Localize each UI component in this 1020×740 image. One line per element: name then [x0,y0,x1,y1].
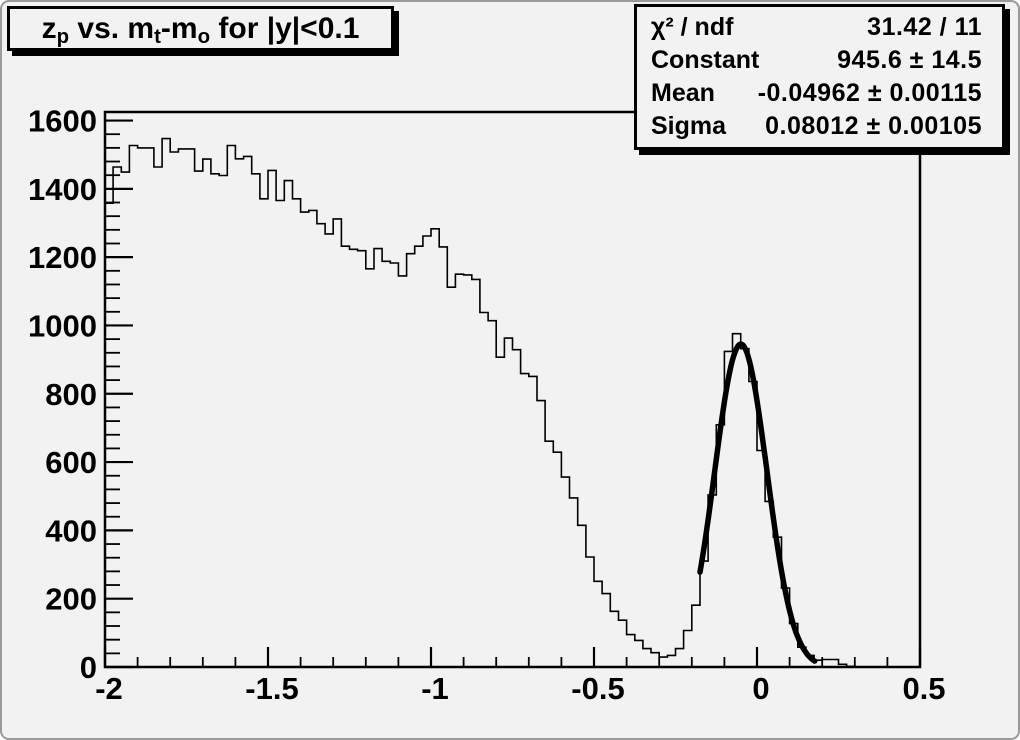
y-tick-label: 1200 [28,240,97,275]
y-tick-label: 200 [45,582,97,617]
y-tick-label: 800 [45,377,97,412]
y-tick-label: 1600 [28,104,97,139]
histogram-line [105,137,920,668]
stats-row-mean: Mean -0.04962 ± 0.00115 [651,81,982,106]
plot-title: zp vs. mt-mo for |y|<0.1 [41,11,360,49]
y-tick-label: 1000 [28,308,97,343]
x-tick-label: -2 [95,671,123,706]
stats-row-chi2: χ² / ndf 31.42 / 11 [651,15,982,40]
title-box[interactable]: zp vs. mt-mo for |y|<0.1 [7,6,394,51]
stats-label-chi2: χ² / ndf [651,13,734,41]
y-tick-label: 400 [45,513,97,548]
stats-value-constant: 945.6 ± 14.5 [837,46,982,74]
plot-frame [103,110,922,669]
x-tick-label: 0.5 [902,671,945,706]
title-text-segment: for |y|<0.1 [210,11,360,45]
title-subscript: t [154,26,161,49]
y-tick-label: 1400 [28,172,97,207]
title-subscript: p [56,26,70,49]
stats-row-constant: Constant 945.6 ± 14.5 [651,48,982,73]
title-subscript: o [197,26,211,49]
stats-label-sigma: Sigma [651,112,727,140]
stats-label-mean: Mean [651,79,715,107]
x-tick-label: -0.5 [571,671,624,706]
stats-value-sigma: 0.08012 ± 0.00105 [765,112,982,140]
title-text-segment: z [41,11,57,45]
stats-value-chi2: 31.42 / 11 [867,13,982,41]
x-tick-label: -1.5 [245,671,298,706]
stats-row-sigma: Sigma 0.08012 ± 0.00105 [651,114,982,139]
title-text-segment: -m [160,11,198,45]
x-tick-label: -1 [421,671,449,706]
stats-value-mean: -0.04962 ± 0.00115 [757,79,982,107]
y-tick-label: 0 [80,650,97,685]
y-tick-label: 600 [45,445,97,480]
x-tick-label: 0 [752,671,769,706]
stats-label-constant: Constant [651,46,760,74]
title-text-segment: vs. m [69,11,155,45]
stats-box[interactable]: χ² / ndf 31.42 / 11 Constant 945.6 ± 14.… [634,4,1005,150]
fit-curve [697,341,818,664]
